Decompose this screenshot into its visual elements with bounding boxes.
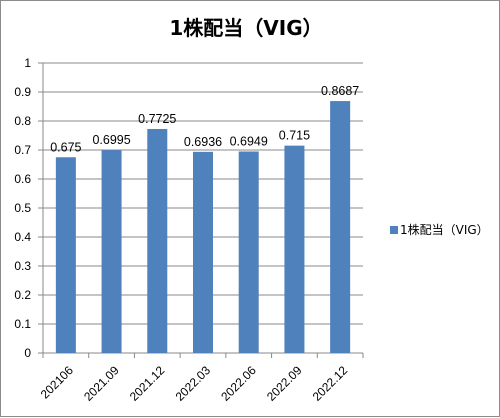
- bar: [55, 157, 76, 353]
- legend: 1株配当（VIG）: [390, 222, 489, 237]
- bar: [101, 150, 122, 353]
- x-tick-label: 2021.09: [81, 363, 122, 404]
- bars: [55, 101, 351, 354]
- bar: [238, 151, 259, 353]
- legend-swatch: [390, 226, 398, 234]
- x-tick-labels: 202106 2021.09 2021.12 2022.03 2022.06 2022.0…: [38, 363, 351, 404]
- x-tick-label: 2021.12: [127, 363, 168, 404]
- data-labels: 0.675 0.6995 0.7725 0.6936 0.6949 0.715 0.8687: [50, 84, 359, 154]
- bar: [193, 151, 213, 353]
- bar: [284, 145, 305, 353]
- data-label: 0.7725: [138, 112, 176, 126]
- data-label: 0.6995: [92, 133, 130, 147]
- y-tick-label: 0.5: [14, 201, 31, 215]
- y-tick-label: 0.7: [14, 143, 31, 157]
- y-tick-label: 0: [24, 346, 31, 360]
- legend-label: 1株配当（VIG）: [400, 222, 489, 237]
- y-tick-label: 0.4: [14, 230, 31, 244]
- data-label: 0.715: [279, 129, 310, 143]
- y-tick-label: 1: [24, 56, 31, 70]
- data-label: 0.6949: [230, 134, 268, 148]
- x-tick-label: 2022.12: [310, 363, 351, 404]
- bar: [330, 101, 351, 354]
- data-label: 0.8687: [321, 84, 359, 98]
- y-tick-label: 0.1: [14, 317, 31, 331]
- y-tick-label: 0.8: [14, 114, 31, 128]
- x-tick-label: 2022.03: [173, 363, 214, 404]
- chart-title: 1株配当（VIG）: [169, 16, 322, 40]
- data-label: 0.6936: [184, 135, 222, 149]
- y-tick-label: 0.6: [14, 172, 31, 186]
- bar: [147, 128, 168, 353]
- x-tick-label: 202106: [38, 363, 76, 401]
- data-label: 0.675: [50, 140, 81, 154]
- y-tick-label: 0.9: [14, 85, 31, 99]
- x-tick-label: 2022.06: [218, 363, 259, 404]
- x-tick-label: 2022.09: [264, 363, 305, 404]
- y-tick-label: 0.3: [14, 259, 31, 273]
- y-tick-label: 0.2: [14, 288, 31, 302]
- y-tick-labels: 0 0.1 0.2 0.3 0.4 0.5 0.6 0.7 0.8 0.9 1: [14, 56, 31, 360]
